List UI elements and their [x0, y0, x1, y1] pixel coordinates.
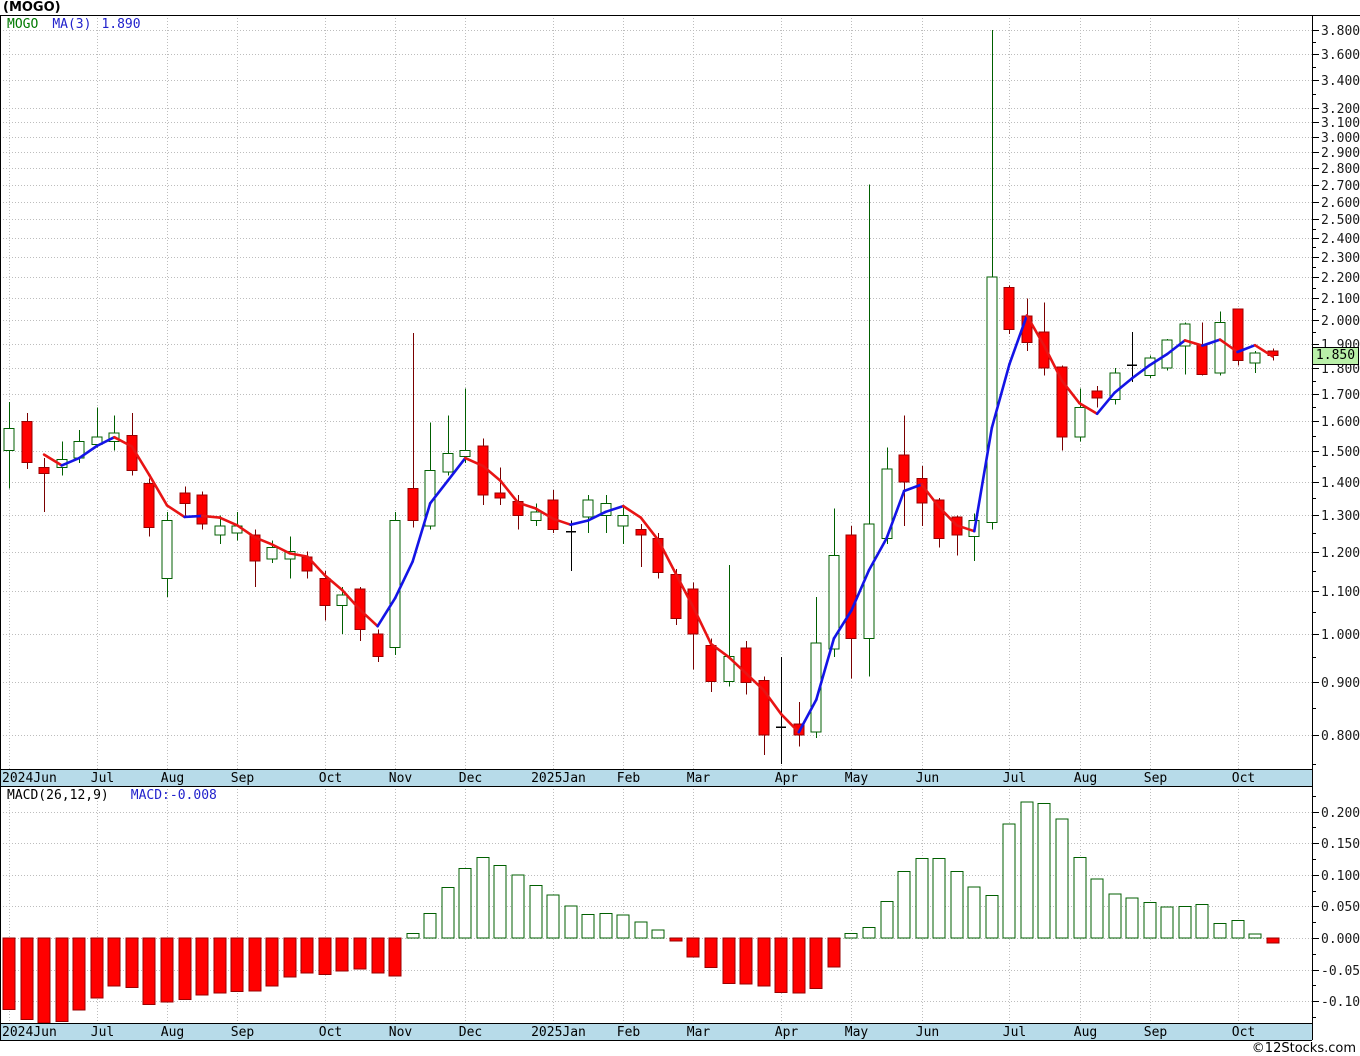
last-price-badge: 1.850: [1312, 347, 1359, 365]
svg-text:Oct: Oct: [1232, 771, 1255, 786]
svg-text:0.800: 0.800: [1321, 729, 1360, 744]
svg-text:Oct: Oct: [319, 1025, 342, 1040]
svg-text:2024Jun: 2024Jun: [2, 771, 57, 786]
svg-text:May: May: [845, 1025, 869, 1040]
svg-text:1.600: 1.600: [1321, 415, 1360, 430]
ma-value-label: 1.890: [101, 17, 141, 32]
svg-text:2.400: 2.400: [1321, 232, 1360, 247]
svg-text:Jul: Jul: [91, 1025, 114, 1040]
svg-text:2.700: 2.700: [1321, 179, 1360, 194]
svg-text:Apr: Apr: [775, 771, 799, 786]
svg-text:Oct: Oct: [1232, 1025, 1255, 1040]
svg-text:Jul: Jul: [1003, 771, 1026, 786]
svg-text:Jun: Jun: [916, 1025, 939, 1040]
svg-text:2.300: 2.300: [1321, 251, 1360, 266]
svg-text:3.100: 3.100: [1321, 116, 1360, 131]
svg-text:0.150: 0.150: [1321, 837, 1360, 852]
svg-text:1.400: 1.400: [1321, 476, 1360, 491]
svg-text:Nov: Nov: [389, 771, 413, 786]
svg-text:Apr: Apr: [775, 1025, 799, 1040]
svg-text:1.500: 1.500: [1321, 445, 1360, 460]
svg-text:Jul: Jul: [91, 771, 114, 786]
svg-text:3.000: 3.000: [1321, 131, 1360, 146]
svg-text:Jun: Jun: [916, 771, 939, 786]
svg-text:Mar: Mar: [687, 1025, 711, 1040]
price-legend: MOGO MA(3) 1.890: [7, 17, 141, 32]
svg-text:Sep: Sep: [231, 1025, 255, 1040]
ma-period-label: MA(3): [52, 17, 92, 32]
page-title: (MOGO): [3, 0, 61, 15]
svg-text:Sep: Sep: [231, 771, 255, 786]
svg-text:3.400: 3.400: [1321, 74, 1360, 89]
svg-text:Feb: Feb: [617, 1025, 641, 1040]
svg-text:Sep: Sep: [1144, 771, 1168, 786]
svg-text:1.200: 1.200: [1321, 546, 1360, 561]
svg-text:1.800: 1.800: [1321, 362, 1360, 377]
svg-text:1.300: 1.300: [1321, 509, 1360, 524]
svg-text:1.100: 1.100: [1321, 585, 1360, 600]
svg-text:0.050: 0.050: [1321, 900, 1360, 915]
svg-text:Jul: Jul: [1003, 1025, 1026, 1040]
svg-text:2.800: 2.800: [1321, 162, 1360, 177]
svg-text:Aug: Aug: [1074, 1025, 1097, 1040]
svg-text:Dec: Dec: [459, 771, 482, 786]
svg-text:Aug: Aug: [161, 1025, 184, 1040]
svg-text:May: May: [845, 771, 869, 786]
svg-text:-0.100: -0.100: [1321, 995, 1360, 1010]
symbol-label: MOGO: [7, 17, 39, 32]
svg-text:2.900: 2.900: [1321, 146, 1360, 161]
svg-text:Dec: Dec: [459, 1025, 482, 1040]
macd-value-label: MACD:-0.008: [130, 788, 217, 803]
svg-text:3.600: 3.600: [1321, 48, 1360, 63]
svg-text:Mar: Mar: [687, 771, 711, 786]
svg-text:2025Jan: 2025Jan: [531, 771, 586, 786]
macd-params-label: MACD(26,12,9): [7, 788, 109, 803]
svg-text:Oct: Oct: [319, 771, 342, 786]
svg-text:Feb: Feb: [617, 771, 641, 786]
svg-text:2.500: 2.500: [1321, 213, 1360, 228]
svg-text:Aug: Aug: [1074, 771, 1097, 786]
svg-text:-0.050: -0.050: [1321, 964, 1360, 979]
macd-legend: MACD(26,12,9) MACD:-0.008: [7, 788, 217, 803]
svg-text:0.100: 0.100: [1321, 869, 1360, 884]
svg-text:2025Jan: 2025Jan: [531, 1025, 586, 1040]
svg-text:3.200: 3.200: [1321, 102, 1360, 117]
svg-text:0.200: 0.200: [1321, 806, 1360, 821]
svg-text:1.700: 1.700: [1321, 388, 1360, 403]
svg-text:2.000: 2.000: [1321, 314, 1360, 329]
svg-text:2024Jun: 2024Jun: [2, 1025, 57, 1040]
svg-text:Nov: Nov: [389, 1025, 413, 1040]
svg-text:2.100: 2.100: [1321, 292, 1360, 307]
svg-text:1.000: 1.000: [1321, 628, 1360, 643]
svg-text:3.800: 3.800: [1321, 24, 1360, 39]
svg-text:Aug: Aug: [161, 771, 184, 786]
copyright-watermark: ©12Stocks.com: [1251, 1041, 1356, 1056]
svg-text:2.200: 2.200: [1321, 271, 1360, 286]
svg-text:0.000: 0.000: [1321, 932, 1360, 947]
svg-text:0.900: 0.900: [1321, 676, 1360, 691]
svg-text:Sep: Sep: [1144, 1025, 1168, 1040]
svg-text:2.600: 2.600: [1321, 196, 1360, 211]
